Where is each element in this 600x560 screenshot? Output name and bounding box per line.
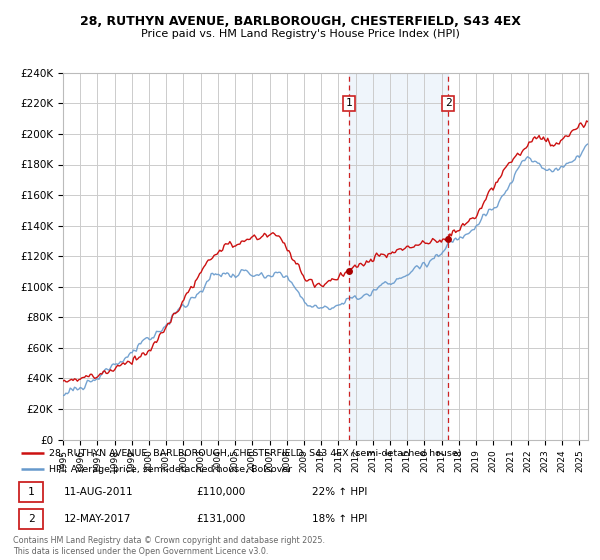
Text: 28, RUTHYN AVENUE, BARLBOROUGH, CHESTERFIELD, S43 4EX (semi-detached house): 28, RUTHYN AVENUE, BARLBOROUGH, CHESTERF…	[49, 449, 462, 458]
Text: 1: 1	[28, 487, 34, 497]
Text: 1: 1	[346, 99, 353, 109]
Text: 2: 2	[445, 99, 452, 109]
Text: 18% ↑ HPI: 18% ↑ HPI	[311, 514, 367, 524]
Text: 11-AUG-2011: 11-AUG-2011	[64, 487, 133, 497]
Text: £131,000: £131,000	[196, 514, 245, 524]
Bar	[349, 73, 448, 440]
Text: £110,000: £110,000	[196, 487, 245, 497]
Bar	[19, 508, 43, 529]
Bar	[19, 482, 43, 502]
Text: 28, RUTHYN AVENUE, BARLBOROUGH, CHESTERFIELD, S43 4EX: 28, RUTHYN AVENUE, BARLBOROUGH, CHESTERF…	[80, 15, 520, 28]
Text: 2: 2	[28, 514, 34, 524]
Text: 12-MAY-2017: 12-MAY-2017	[64, 514, 131, 524]
Text: HPI: Average price, semi-detached house, Bolsover: HPI: Average price, semi-detached house,…	[49, 465, 293, 474]
Text: Contains HM Land Registry data © Crown copyright and database right 2025.
This d: Contains HM Land Registry data © Crown c…	[13, 535, 325, 557]
Text: 22% ↑ HPI: 22% ↑ HPI	[311, 487, 367, 497]
Text: Price paid vs. HM Land Registry's House Price Index (HPI): Price paid vs. HM Land Registry's House …	[140, 29, 460, 39]
